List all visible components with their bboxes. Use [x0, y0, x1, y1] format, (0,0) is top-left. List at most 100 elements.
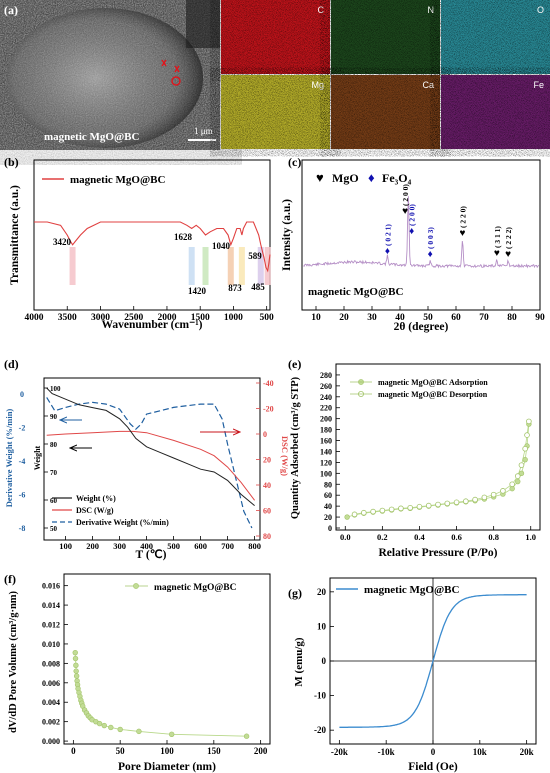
panel-b: (b) magnetic MgO@BC 4000 3500 3000 2500 2000…: [4, 155, 274, 331]
vsm-y-tick-label: 0: [322, 656, 327, 666]
tga-y-right-tick-label: -20: [263, 405, 274, 414]
xrd-legend-fe3o4-icon: ♦: [368, 170, 375, 185]
eds-map-fe-texture: [441, 75, 550, 149]
xrd-peak-label: ( 2 0 0): [401, 184, 410, 206]
bet-desorption-point: [522, 445, 528, 452]
eds-map-o-label: O: [537, 5, 544, 15]
xrd-peak-marker-icon: ♥: [402, 206, 408, 217]
ftir-legend-label: magnetic MgO@BC: [70, 174, 166, 186]
pore-point: [73, 662, 79, 669]
tga-y-inner-tick-label: 90: [50, 413, 58, 421]
tga-y-label-left: Derivative Weight (%/min): [4, 409, 14, 508]
panel-label-d: (d): [4, 357, 19, 371]
ftir-annotation-873: 873: [228, 283, 242, 293]
tga-x-tick-label: 300: [113, 541, 126, 551]
pore-ticks: 0 50 100 150 200 0.000 0.002 0.004 0.006 0.008 0.0…: [42, 582, 268, 756]
pore-point: [243, 733, 250, 739]
tga-y-inner-tick-label: 60: [50, 497, 58, 505]
xrd-y-label: Intensity (a.u.): [281, 199, 293, 271]
pore-y-tick-label: 0.008: [42, 659, 60, 668]
panel-g: (g) magnetic MgO@BC -20k -10k 0 10k 20k -20 -1…: [288, 577, 537, 773]
panel-label-c: (c): [288, 155, 301, 169]
ftir-annotation-3420: 3420: [53, 237, 72, 247]
tga-y-right-tick-label: 0: [263, 430, 267, 439]
ftir-bands: [69, 247, 271, 285]
bet-x-tick-label: 0.4: [414, 532, 425, 542]
xrd-peak-label: ( 0 0 3): [426, 227, 435, 249]
vsm-y-tick-label: -10: [314, 691, 326, 701]
tga-y-left-tick-label: -8: [19, 524, 26, 533]
vsm-y-tick-label: -20: [314, 725, 326, 735]
tga-y-inner-tick-label: 70: [50, 469, 58, 477]
ftir-annotation-1628: 1628: [174, 232, 193, 242]
pore-point: [72, 655, 79, 662]
ftir-band-1628: [188, 247, 195, 285]
xrd-peak-label: ( 0 2 1): [383, 224, 392, 246]
vsm-y-tick-label: 10: [317, 621, 327, 631]
bet-y-label: Quantity Adsorbed (cm³/g STP): [290, 376, 301, 519]
pore-point: [101, 722, 107, 729]
bet-plot-frame: [335, 363, 541, 531]
ftir-band-589: [257, 247, 264, 285]
tga-legend-weight-label: Weight (%): [76, 494, 116, 503]
bet-x-tick-label: 1.0: [525, 532, 536, 542]
ftir-annotation-589: 589: [248, 251, 262, 261]
tga-x-tick-label: 100: [59, 541, 72, 551]
bet-adsorption-point: [515, 478, 521, 485]
vsm-x-tick-label: 0: [431, 747, 436, 757]
bet-y-tick-label: 240: [320, 393, 332, 402]
panel-label-e: (e): [288, 357, 301, 371]
bet-desorption-point: [518, 462, 525, 468]
xrd-x-tick-label: 10: [311, 313, 321, 323]
ftir-x-tick-label: 2000: [157, 313, 176, 323]
bet-desorption-point: [351, 511, 358, 518]
xrd-curve: [303, 196, 539, 269]
bet-desorption-point: [379, 507, 386, 514]
bet-x-tick-label: 0.2: [377, 532, 388, 542]
ftir-annotation-1420: 1420: [188, 286, 207, 296]
eds-map-n-texture: [331, 0, 440, 74]
xrd-peak-label: ( 3 1 1): [493, 226, 502, 248]
xrd-x-tick-label: 60: [451, 313, 461, 323]
sem-dark-corner: [186, 0, 220, 48]
ftir-x-label: Wavenumber (cm⁻¹): [102, 319, 203, 331]
pore-legend-marker: [133, 583, 139, 589]
eds-map-fe-label: Fe: [533, 80, 544, 90]
ftir-annotation-1040: 1040: [212, 241, 231, 251]
tga-y-inner-tick-label: 80: [50, 441, 58, 449]
bet-desorption-point: [435, 501, 441, 508]
tga-x-label: T (℃): [136, 548, 167, 561]
ftir-band-485: [264, 247, 271, 285]
xrd-peak-label: ( 2 0 0): [408, 204, 417, 226]
scale-bar-label: 1 μm: [194, 126, 213, 136]
tga-y-label-inner: Weight: [33, 445, 42, 470]
pore-point: [72, 649, 78, 656]
pore-x-label: Pore Diameter (nm): [118, 761, 216, 773]
pore-y-tick-label: 0.000: [42, 737, 60, 746]
bet-desorption-point: [425, 502, 432, 509]
pore-y-tick-label: 0.006: [42, 679, 60, 688]
panel-e: (e) magnetic MgO@BC Adsorption magnetic …: [288, 357, 541, 559]
xrd-peak-marker-icon: ♥: [459, 228, 465, 239]
eds-map-c-label: C: [318, 5, 325, 15]
bet-desorption-point: [444, 500, 451, 507]
xrd-plot-frame: [301, 159, 541, 311]
eds-map-ca-label: Ca: [422, 80, 434, 90]
tga-y-right-tick-label: 40: [263, 481, 271, 490]
tga-y-right-tick-label: 60: [263, 507, 271, 516]
tga-x-tick-label: 400: [140, 541, 153, 551]
bet-legend-ads-label: magnetic MgO@BC Adsorption: [378, 378, 488, 387]
bet-adsorption-point: [522, 456, 528, 463]
xrd-x-tick-label: 30: [367, 313, 377, 323]
tga-dsc-curve: [46, 430, 255, 501]
vsm-x-tick-label: -10k: [378, 747, 395, 757]
bet-y-tick-label: 160: [320, 437, 332, 446]
tga-y-inner-tick-label: 100: [50, 385, 61, 393]
vsm-y-label: M (emu/g): [293, 637, 305, 687]
tga-y-right-tick-label: 80: [263, 532, 271, 541]
bet-desorption-point: [526, 418, 532, 425]
eds-map-c-texture: [221, 0, 330, 74]
xrd-x-label: 2θ (degree): [394, 321, 449, 333]
tga-x-tick-label: 600: [194, 541, 207, 551]
bet-y-tick-label: 40: [324, 502, 332, 511]
